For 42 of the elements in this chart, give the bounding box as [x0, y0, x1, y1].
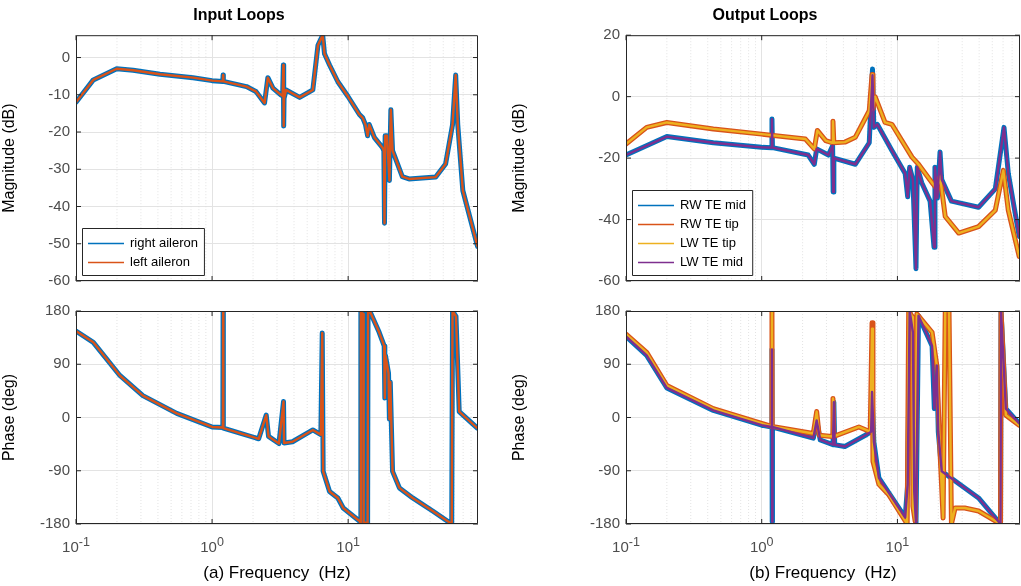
chart-title: Input Loops	[193, 6, 285, 24]
y-axis-title: Phase (deg)	[0, 373, 18, 462]
y-tick-label: -20	[48, 122, 70, 140]
y-tick-label: -60	[598, 271, 620, 289]
y-tick-label: -30	[48, 159, 70, 177]
y-tick-label: -180	[39, 514, 70, 532]
x-tick-label: 10$^{-1}$	[62, 534, 90, 556]
y-tick-label: -60	[48, 271, 70, 289]
y-tick-label: 20	[603, 25, 620, 43]
y-tick-label: -50	[48, 233, 70, 251]
legend-label: right aileron	[130, 235, 198, 251]
y-tick-label: 0	[61, 407, 70, 425]
x-axis-title: (a) Frequency (Hz)	[203, 563, 351, 583]
x-axis-title: (b) Frequency (Hz)	[749, 563, 897, 583]
x-tick-label: 10$^{1}$	[336, 534, 360, 556]
y-tick-label: 90	[53, 354, 70, 372]
y-tick-label: 0	[611, 86, 620, 104]
y-tick-label: 180	[44, 301, 70, 319]
y-tick-label: 0	[611, 407, 620, 425]
chart-title: Output Loops	[712, 6, 818, 24]
x-tick-label: 10$^{-1}$	[612, 534, 640, 556]
legend-label: RW TE mid	[680, 197, 746, 213]
legend-label: left aileron	[130, 254, 190, 270]
y-tick-label: -90	[598, 460, 620, 478]
y-tick-label: -20	[598, 148, 620, 166]
y-axis-title: Magnitude (dB)	[0, 103, 18, 213]
y-tick-label: 0	[61, 47, 70, 65]
y-axis-title: Phase (deg)	[510, 373, 528, 462]
legend-label: LW TE tip	[680, 235, 736, 251]
y-tick-label: -40	[598, 209, 620, 227]
y-tick-label: 180	[594, 301, 620, 319]
y-tick-label: -40	[48, 196, 70, 214]
y-tick-label: -10	[48, 84, 70, 102]
x-tick-label: 10$^{0}$	[200, 534, 224, 556]
x-tick-label: 10$^{0}$	[749, 534, 774, 556]
y-axis-title: Magnitude (dB)	[510, 103, 528, 213]
legend-label: LW TE mid	[680, 254, 744, 270]
y-tick-label: -180	[589, 514, 620, 532]
y-tick-label: -90	[48, 460, 70, 478]
legend-label: RW TE tip	[680, 216, 739, 232]
x-tick-label: 10$^{1}$	[885, 534, 910, 556]
y-tick-label: 90	[603, 354, 620, 372]
